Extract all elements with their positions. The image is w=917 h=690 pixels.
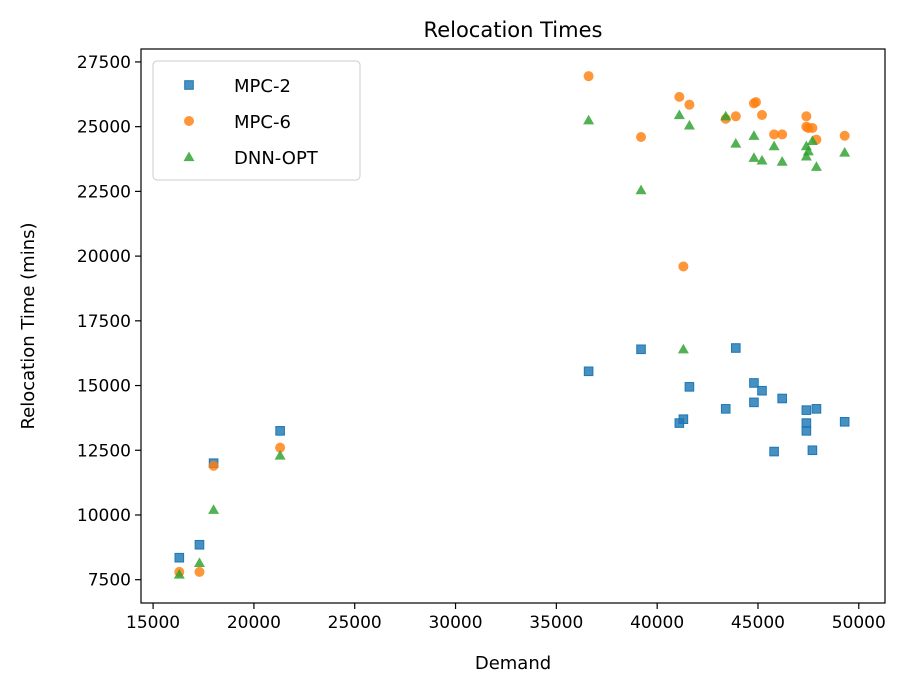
x-tick-label: 50000 — [832, 613, 886, 633]
point-mpc-6 — [674, 91, 685, 102]
point-mpc-6 — [777, 129, 788, 140]
point-mpc-2 — [720, 404, 731, 414]
point-dnn-opt — [748, 152, 760, 162]
y-axis-label: Relocation Time (mins) — [18, 222, 39, 429]
point-mpc-2 — [807, 445, 818, 456]
point-dnn-opt — [802, 145, 814, 156]
point-mpc-2 — [749, 397, 759, 408]
point-mpc-2 — [811, 404, 822, 414]
x-tick-label: 45000 — [731, 613, 785, 633]
point-mpc-2 — [801, 426, 812, 436]
legend: MPC-2 MPC-6 DNN-OPT — [152, 60, 361, 181]
point-mpc-2 — [757, 385, 767, 396]
point-mpc-2 — [174, 552, 185, 563]
x-tick-label: 25000 — [328, 613, 382, 633]
point-dnn-opt — [720, 110, 732, 121]
point-mpc-6 — [194, 566, 205, 577]
point-dnn-opt — [677, 343, 689, 354]
point-mpc-6 — [757, 110, 768, 121]
axis-ticks: 15000 20000 25000 30000 35000 40000 45000 50000… — [77, 53, 886, 633]
y-tick-label: 7500 — [88, 571, 131, 591]
y-tick-label: 22500 — [77, 182, 131, 202]
point-mpc-2 — [194, 539, 205, 550]
x-tick-label: 30000 — [428, 613, 482, 633]
point-dnn-opt — [730, 137, 742, 148]
x-tick-label: 15000 — [126, 613, 180, 633]
legend-label-dnn-opt: DNN-OPT — [234, 148, 319, 169]
y-tick-label: 15000 — [77, 377, 131, 397]
point-dnn-opt — [173, 569, 185, 579]
x-tick-label: 20000 — [227, 613, 281, 633]
legend-box — [152, 60, 361, 181]
x-tick-label: 40000 — [630, 613, 684, 633]
plot-marks — [173, 71, 851, 579]
y-tick-label: 17500 — [77, 312, 131, 332]
point-mpc-6 — [769, 129, 780, 140]
point-mpc-6 — [807, 122, 818, 133]
point-mpc-2 — [275, 426, 285, 436]
legend-marker-mpc-6 — [184, 116, 194, 126]
point-dnn-opt — [806, 135, 818, 146]
point-dnn-opt — [208, 504, 220, 514]
point-dnn-opt — [810, 161, 822, 171]
y-tick-label: 10000 — [77, 506, 131, 526]
x-axis-label: Demand — [475, 653, 551, 674]
point-dnn-opt — [776, 156, 788, 166]
point-mpc-2 — [583, 366, 594, 377]
point-mpc-6 — [208, 460, 219, 471]
point-dnn-opt — [673, 109, 685, 120]
point-dnn-opt — [839, 147, 851, 157]
point-mpc-2 — [801, 405, 812, 415]
point-mpc-2 — [730, 343, 741, 353]
point-dnn-opt — [193, 557, 205, 567]
y-tick-label: 27500 — [77, 53, 131, 73]
point-mpc-2 — [749, 378, 759, 388]
point-mpc-2 — [636, 344, 646, 355]
point-mpc-6 — [801, 111, 812, 122]
point-dnn-opt — [274, 449, 286, 460]
point-dnn-opt — [768, 140, 780, 151]
point-mpc-6 — [750, 97, 761, 108]
point-dnn-opt — [748, 130, 760, 140]
y-tick-label: 20000 — [77, 247, 131, 267]
point-mpc-2 — [777, 393, 787, 404]
point-dnn-opt — [683, 119, 695, 130]
point-mpc-6 — [684, 99, 695, 110]
point-mpc-2 — [839, 416, 850, 427]
point-mpc-6 — [583, 71, 594, 82]
point-dnn-opt — [756, 154, 768, 165]
legend-marker-mpc-2 — [184, 80, 194, 90]
point-mpc-6 — [678, 261, 689, 272]
point-mpc-6 — [275, 442, 286, 453]
point-mpc-6 — [730, 111, 741, 122]
legend-marker-dnn-opt — [183, 151, 195, 162]
point-dnn-opt — [583, 114, 595, 125]
point-mpc-2 — [769, 446, 779, 457]
x-tick-label: 35000 — [529, 613, 583, 633]
chart-title: Relocation Times — [424, 18, 603, 42]
point-mpc-6 — [636, 132, 647, 143]
legend-label-mpc-6: MPC-6 — [234, 112, 291, 133]
legend-label-mpc-2: MPC-2 — [234, 76, 291, 97]
y-tick-label: 12500 — [77, 441, 131, 461]
plot-frame — [140, 48, 886, 604]
point-dnn-opt — [800, 150, 812, 161]
point-dnn-opt — [635, 184, 647, 195]
y-tick-label: 25000 — [77, 118, 131, 138]
point-mpc-2 — [678, 414, 689, 424]
point-mpc-6 — [839, 130, 850, 141]
point-mpc-2 — [684, 382, 695, 392]
